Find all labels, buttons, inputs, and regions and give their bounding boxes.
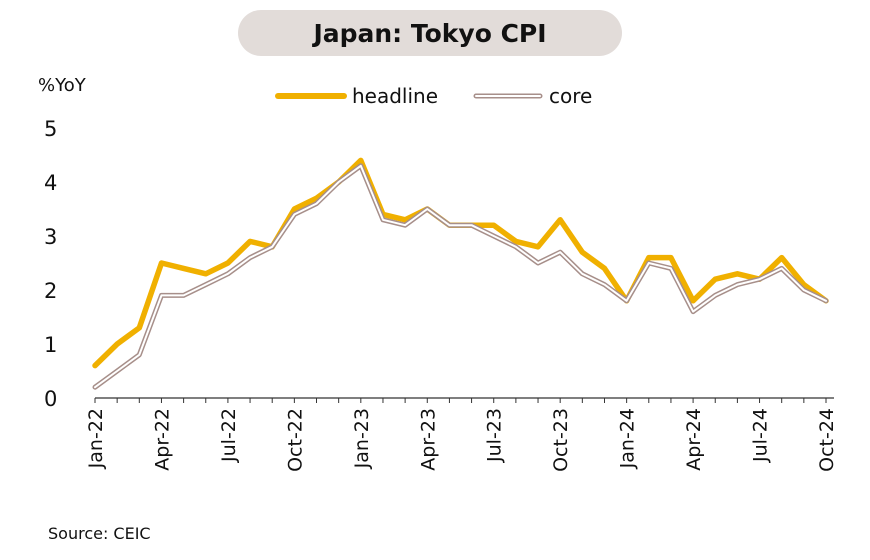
x-tick-label: Jul-23 — [484, 408, 506, 463]
legend: headline core — [275, 84, 592, 108]
y-tick-label: 5 — [44, 117, 57, 141]
y-tick-label: 3 — [44, 225, 57, 249]
x-tick-label: Oct-23 — [550, 408, 572, 472]
x-tick-label: Jan-24 — [617, 408, 639, 469]
x-tick-label: Jul-22 — [218, 408, 240, 463]
x-tick-label: Apr-24 — [683, 408, 705, 471]
y-axis: 0 1 2 3 4 5 — [44, 117, 57, 411]
x-tick-label: Apr-23 — [417, 408, 439, 471]
x-tick-label: Jan-22 — [85, 408, 107, 469]
y-tick-label: 2 — [44, 279, 57, 303]
x-tick-label: Jul-24 — [750, 408, 772, 463]
source-note: Source: CEIC — [48, 524, 151, 543]
series-group — [92, 157, 829, 390]
legend-label-core: core — [549, 84, 592, 108]
y-tick-label: 1 — [44, 333, 57, 357]
chart-title: Japan: Tokyo CPI — [238, 10, 622, 56]
series-line-core-inner — [94, 164, 827, 389]
y-tick-label: 0 — [44, 387, 57, 411]
x-tick-label: Oct-22 — [284, 408, 306, 472]
x-tick-label: Apr-22 — [151, 408, 173, 471]
x-axis: Jan-22 Apr-22 Jul-22 Oct-22 Jan-23 Apr-23 Jul-… — [85, 397, 838, 472]
x-tick-label: Jan-23 — [351, 408, 373, 469]
y-tick-label: 4 — [44, 171, 57, 195]
y-axis-label: %YoY — [38, 75, 87, 96]
x-tick-label: Oct-24 — [816, 408, 838, 472]
series-line-headline — [92, 157, 829, 369]
legend-label-headline: headline — [352, 84, 438, 108]
